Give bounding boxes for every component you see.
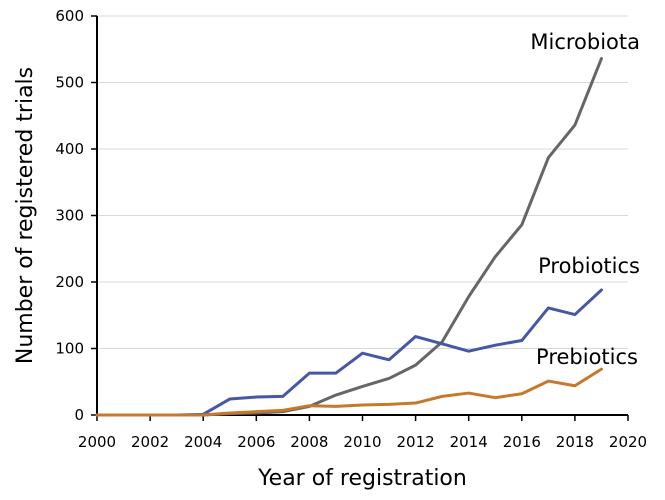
x-tick-label: 2004	[184, 433, 222, 451]
series-label-prebiotics: Prebiotics	[536, 345, 638, 369]
x-tick-label: 2016	[503, 433, 541, 451]
series-line-prebiotics	[95, 367, 603, 417]
x-tick-label: 2006	[237, 433, 275, 451]
x-tick-label: 2018	[556, 433, 594, 451]
ticks: 0 100 200 300 400 500 600 2000 2002 2004 2006 2008 2…	[55, 7, 647, 451]
y-tick-label: 400	[55, 140, 84, 158]
y-axis-title: Number of registered trials	[13, 67, 38, 364]
series-lines	[95, 57, 603, 417]
x-tick-label: 2000	[78, 433, 116, 451]
gridlines	[97, 15, 628, 349]
y-tick-label: 600	[55, 7, 84, 25]
y-tick-label: 300	[55, 207, 84, 225]
y-tick-label: 100	[55, 340, 84, 358]
series-line-probiotics	[95, 288, 603, 417]
x-tick-label: 2010	[343, 433, 381, 451]
x-tick-label: 2012	[397, 433, 435, 451]
y-tick-label: 200	[55, 273, 84, 291]
x-axis-title: Year of registration	[257, 466, 467, 491]
series-labels: Microbiota Probiotics Prebiotics	[530, 30, 640, 369]
x-tick-label: 2014	[450, 433, 488, 451]
x-tick-label: 2002	[131, 433, 169, 451]
series-label-probiotics: Probiotics	[538, 254, 640, 278]
y-tick-label: 0	[74, 406, 84, 424]
x-tick-label: 2008	[290, 433, 328, 451]
x-tick-label: 2020	[609, 433, 647, 451]
series-label-microbiota: Microbiota	[530, 30, 640, 54]
y-tick-label: 500	[55, 74, 84, 92]
